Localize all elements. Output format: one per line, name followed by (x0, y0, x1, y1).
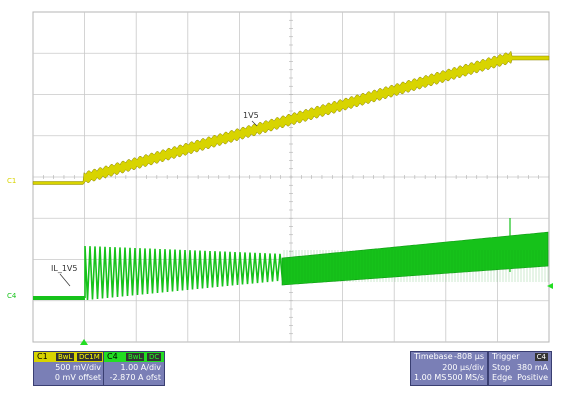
trigger-type: Edge (492, 373, 513, 382)
ch4-amps-div: 1.00 A/div (120, 363, 161, 372)
ch4-trace-label: IL_1V5 (51, 264, 77, 273)
timebase-panel[interactable]: Timebase -808 µs 200 µs/div 1.00 MS 500 … (410, 351, 488, 386)
graticule-grid (32, 11, 550, 343)
trigger-level: 380 mA (516, 363, 548, 372)
timebase-delay: -808 µs (454, 352, 484, 361)
trigger-mode: Stop (492, 363, 511, 372)
ch1-panel-header: C1 BwL DC1M (34, 352, 104, 362)
ch1-coupling-tag: DC1M (76, 353, 102, 361)
ch4-coupling-tag: DC (146, 353, 162, 361)
ch4-offset: -2.870 A ofst (109, 373, 161, 382)
trigger-source: C4 (534, 353, 548, 361)
trigger-slope: Positive (517, 373, 548, 382)
ch1-bw-tag: BwL (56, 353, 75, 361)
ch4-name: C4 (107, 352, 118, 361)
trigger-level-icon (547, 283, 553, 289)
ch4-ground-marker: C4 (7, 292, 17, 300)
channel-4-trace (33, 218, 549, 301)
timebase-time-div: 200 µs/div (442, 363, 484, 372)
ch4-bw-tag: BwL (126, 353, 145, 361)
trigger-label: Trigger (492, 352, 520, 361)
ch1-volts-div: 500 mV/div (55, 363, 101, 372)
timebase-memory: 1.00 MS (414, 373, 447, 382)
ch4-panel-header: C4 BwL DC (104, 352, 164, 362)
ch4-settings-panel[interactable]: C4 BwL DC 1.00 A/div -2.870 A ofst (103, 351, 165, 386)
timebase-label: Timebase (414, 352, 453, 361)
timebase-sample-rate: 500 MS/s (447, 373, 484, 382)
ch1-trace-label: 1V5 (243, 111, 259, 120)
channel-1-trace (32, 50, 550, 185)
trigger-position-icon (80, 339, 88, 345)
ch1-name: C1 (37, 352, 48, 361)
trigger-panel[interactable]: Trigger C4 Stop 380 mA Edge Positive (488, 351, 552, 386)
ch1-offset: 0 mV offset (54, 373, 101, 382)
ch1-settings-panel[interactable]: C1 BwL DC1M 500 mV/div 0 mV offset (33, 351, 105, 386)
ch1-ground-marker: C1 (7, 177, 16, 185)
